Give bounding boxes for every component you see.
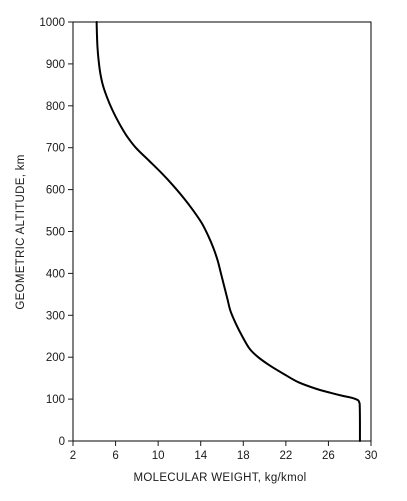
y-tick-label: 0 bbox=[59, 436, 65, 448]
plot-frame bbox=[72, 21, 372, 442]
x-tick-label: 14 bbox=[194, 450, 207, 462]
y-tick-label: 600 bbox=[46, 185, 65, 197]
y-tick-label: 100 bbox=[46, 394, 65, 406]
y-tick-label: 400 bbox=[46, 268, 65, 280]
y-tick-label: 700 bbox=[46, 143, 65, 155]
x-tick-label: 30 bbox=[365, 450, 378, 462]
y-tick-label: 200 bbox=[46, 352, 65, 364]
x-tick-label: 26 bbox=[322, 450, 335, 462]
x-tick-label: 6 bbox=[112, 450, 118, 462]
y-tick-label: 1000 bbox=[39, 17, 65, 29]
y-tick-label: 300 bbox=[46, 310, 65, 322]
x-axis-ticks: 2 6 10 14 18 22 26 30 bbox=[70, 441, 378, 462]
y-tick-label: 800 bbox=[46, 101, 65, 113]
x-axis-label: MOLECULAR WEIGHT, kg/kmol bbox=[134, 472, 307, 484]
x-tick-label: 10 bbox=[152, 450, 165, 462]
x-tick-label: 2 bbox=[70, 450, 76, 462]
series-line bbox=[95, 21, 361, 442]
y-tick-label: 500 bbox=[46, 227, 65, 239]
y-axis-ticks: 0 100 200 300 400 500 600 700 800 900 1000 bbox=[39, 17, 73, 448]
y-axis-label: GEOMETRIC ALTITUDE, km bbox=[15, 154, 27, 309]
series-layer bbox=[95, 21, 361, 442]
x-tick-label: 22 bbox=[279, 450, 292, 462]
x-tick-label: 18 bbox=[237, 450, 250, 462]
y-tick-label: 900 bbox=[46, 59, 65, 71]
